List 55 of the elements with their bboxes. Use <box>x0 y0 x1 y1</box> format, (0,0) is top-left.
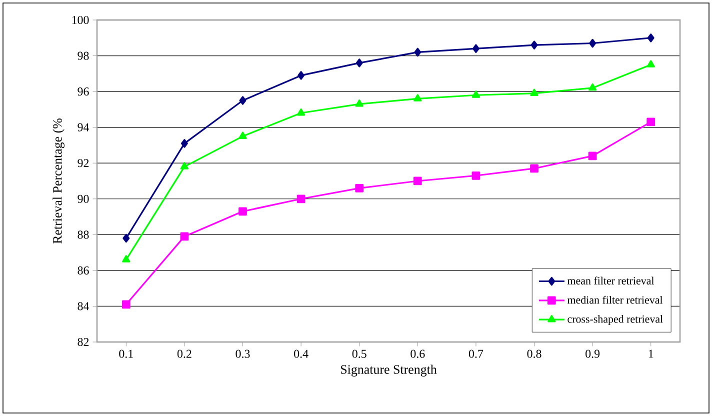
y-tick-label: 82 <box>78 338 89 346</box>
y-tick-label: 88 <box>78 230 89 239</box>
x-tick-label: 0.5 <box>352 350 366 358</box>
x-axis-title: Signature Strength <box>340 364 437 377</box>
y-tick-label: 92 <box>78 159 89 168</box>
legend-label: cross-shaped retrieval <box>568 315 663 325</box>
point <box>238 132 247 139</box>
y-tick-label: 86 <box>78 266 89 274</box>
point <box>296 194 306 204</box>
point <box>472 44 480 54</box>
point <box>414 94 422 102</box>
y-tick-label: 84 <box>78 302 90 310</box>
point <box>646 118 656 126</box>
point <box>296 108 306 116</box>
point <box>588 83 597 91</box>
y-tick-label: 100 <box>72 16 89 24</box>
y-tick-label: 98 <box>78 52 89 60</box>
x-tick-label: 0.2 <box>177 350 192 358</box>
x-tick-label: 0.8 <box>527 350 542 358</box>
point <box>589 38 596 48</box>
point <box>530 164 538 173</box>
point <box>122 300 130 309</box>
point <box>355 184 364 192</box>
point <box>647 33 654 42</box>
point <box>180 139 188 148</box>
legend-label: median filter retrieval <box>567 296 663 304</box>
x-tick-label: 1 <box>648 350 654 358</box>
x-tick-label: 0.3 <box>236 350 250 358</box>
point <box>472 90 480 98</box>
x-tick-label: 0.1 <box>119 350 133 358</box>
point <box>122 234 130 243</box>
point <box>414 48 422 57</box>
y-tick-label: 94 <box>78 123 90 132</box>
point <box>530 40 538 50</box>
point <box>238 207 247 216</box>
point <box>646 60 655 68</box>
point <box>180 162 189 170</box>
point <box>180 232 189 241</box>
y-axis-title: Retrieval Percentage (% <box>52 118 64 244</box>
point <box>356 58 363 68</box>
point <box>298 71 305 80</box>
x-tick-label: 0.7 <box>468 350 484 358</box>
y-tick-label: 96 <box>78 88 89 96</box>
y-tick-label: 90 <box>78 194 89 203</box>
point <box>472 171 480 180</box>
legend-label: mean filter retrieval <box>567 276 654 284</box>
point <box>413 176 422 186</box>
point <box>355 99 364 107</box>
point <box>239 96 246 105</box>
point <box>588 152 597 160</box>
point <box>530 88 538 96</box>
x-tick-label: 0.9 <box>586 350 600 358</box>
point <box>122 255 130 262</box>
x-tick-label: 0.4 <box>294 350 308 358</box>
x-tick-label: 0.6 <box>410 350 425 358</box>
